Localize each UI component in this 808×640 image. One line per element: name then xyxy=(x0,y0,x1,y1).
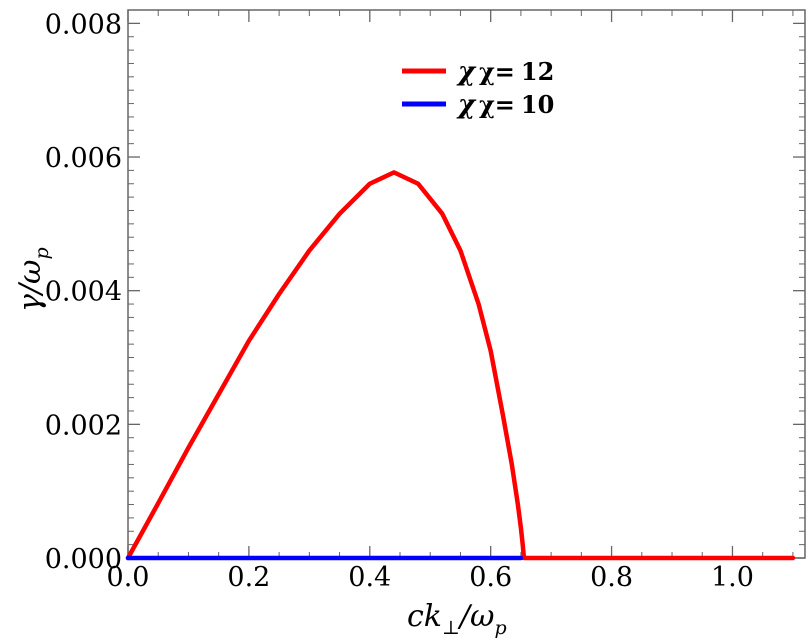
x-axis-label: ck⊥/ωp xyxy=(407,599,507,639)
legend: χ χ= 12 χ χ= 10 xyxy=(402,57,554,120)
legend-label-series-2: χ= 10 xyxy=(479,90,554,119)
y-tick-label: 0.008 xyxy=(45,9,122,40)
y-tick-label: 0.006 xyxy=(45,143,122,174)
x-tick-label: 0.0 xyxy=(107,562,150,593)
x-tick-label: 1.0 xyxy=(711,562,754,593)
series-layer xyxy=(125,170,796,561)
y-tick-label: 0.002 xyxy=(45,410,122,441)
series-line-1 xyxy=(125,170,796,561)
x-tick-label: 0.2 xyxy=(227,562,270,593)
legend-chi-series-1: χ xyxy=(456,57,477,87)
x-tick-label: 0.8 xyxy=(590,562,633,593)
legend-label-series-1: χ= 12 xyxy=(479,57,554,86)
y-tick-label: 0.000 xyxy=(45,544,122,575)
legend-chi-series-2: χ xyxy=(456,90,477,120)
x-tick-label: 0.4 xyxy=(348,562,391,593)
x-tick-label: 0.6 xyxy=(469,562,512,593)
y-axis-label: γ/ωp xyxy=(13,247,53,312)
y-tick-label: 0.004 xyxy=(45,277,122,308)
ticks: 0.0 0.2 0.4 0.6 0.8 1.0 0.000 0.002 0.004 0.006 0.… xyxy=(45,9,805,593)
